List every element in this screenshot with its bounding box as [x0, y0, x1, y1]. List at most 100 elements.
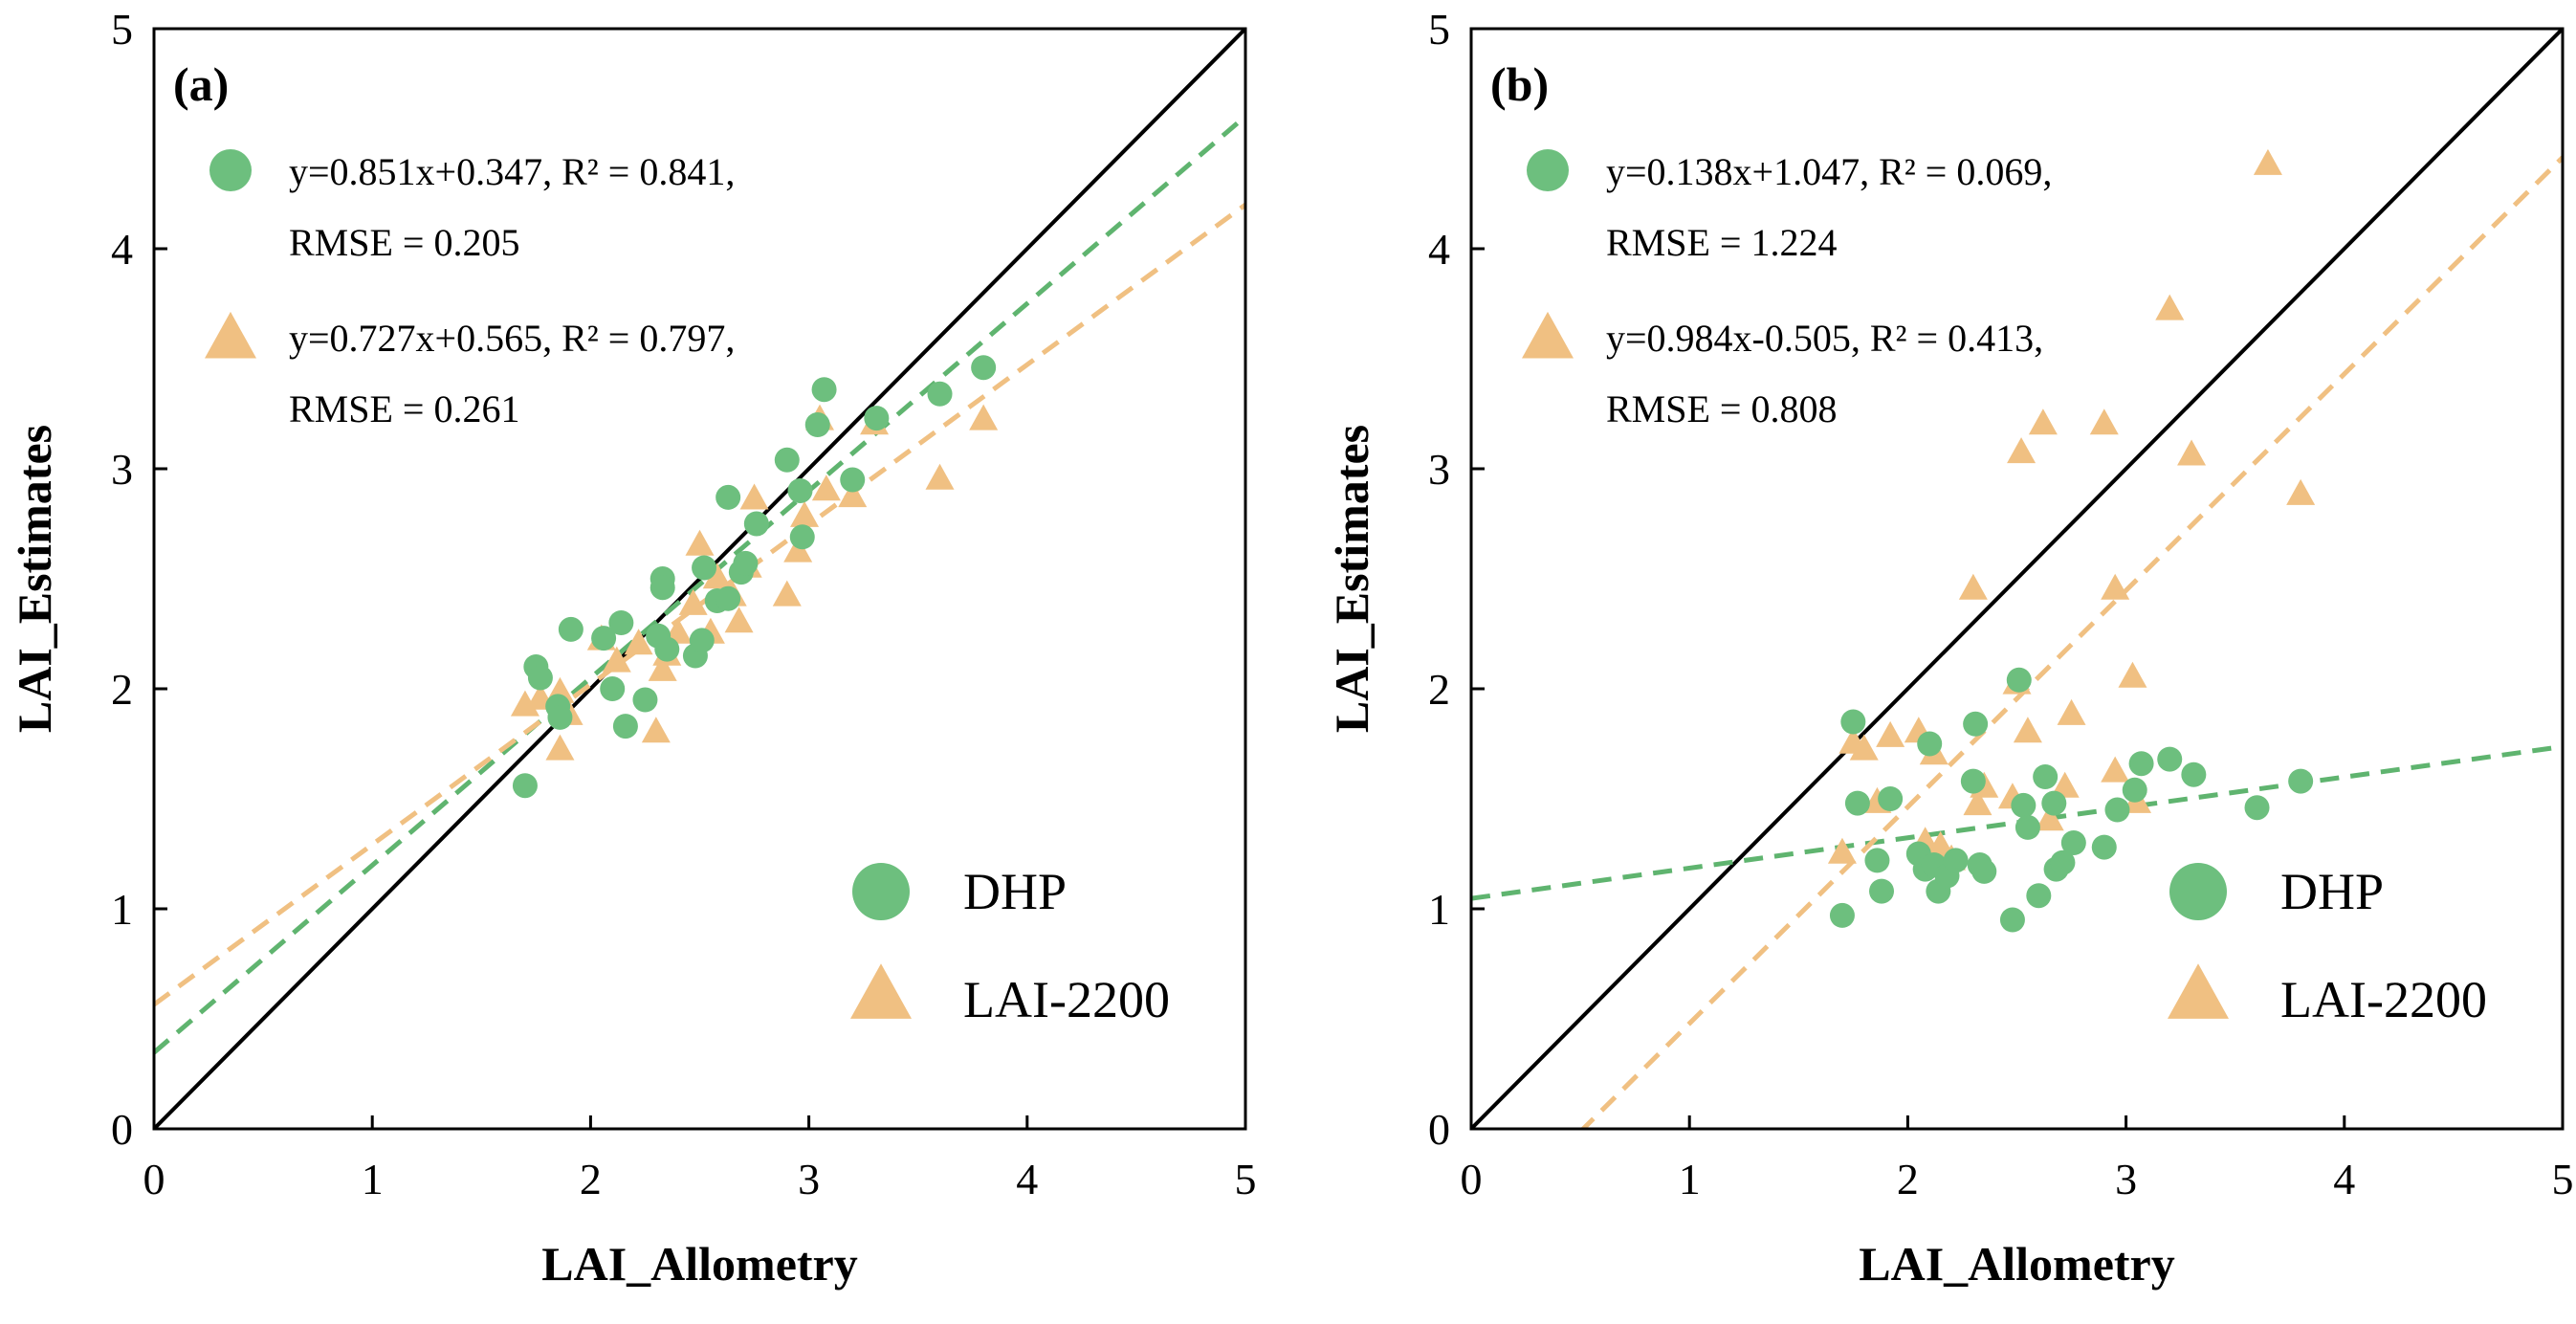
dhp-point [787, 478, 813, 503]
x-tick-label: 2 [1897, 1155, 1919, 1203]
dhp-point [512, 773, 538, 799]
dhp-point [1829, 902, 1855, 928]
x-tick-label: 4 [2333, 1155, 2355, 1203]
x-tick-label: 3 [2115, 1155, 2137, 1203]
x-tick-label: 1 [1679, 1155, 1701, 1203]
lai2200-point [2013, 717, 2042, 743]
dhp-point [774, 447, 800, 473]
dhp-point [2181, 761, 2207, 787]
lai2200-point [1827, 837, 1857, 864]
dhp-point [2033, 764, 2059, 789]
panel-label: (a) [173, 57, 229, 111]
one-to-one-line [1471, 29, 2563, 1129]
dhp-point [1971, 858, 1997, 884]
lai2200-rmse: RMSE = 0.808 [1606, 387, 1837, 430]
dhp-point [733, 550, 759, 576]
y-axis-title: LAI_Estimates [1325, 425, 1378, 733]
legend-dhp-label: DHP [2280, 863, 2384, 920]
dhp-point [1864, 848, 1890, 873]
lai2200-point [641, 717, 671, 743]
dhp-equation-marker [209, 149, 252, 191]
dhp-rmse: RMSE = 1.224 [1606, 221, 1837, 264]
dhp-point [2288, 768, 2314, 794]
dhp-point [804, 412, 830, 437]
lai2200-fit-line [1579, 155, 2563, 1129]
plot-frame [152, 27, 1247, 1131]
lai2200-point [790, 500, 820, 527]
lai2200-point [969, 404, 999, 430]
dhp-point [692, 555, 717, 581]
legend-lai2200-label: LAI-2200 [2280, 971, 2487, 1028]
dhp-point [2244, 795, 2270, 821]
panel-a: 0 1 2 3 4 5 0 1 2 3 4 5 LAI_Allometry LAI_Estimates (a… [8, 5, 1257, 1291]
dhp-point [789, 524, 815, 550]
lai2200-equation: y=0.984x-0.505, R² = 0.413, [1606, 317, 2043, 360]
dhp-point [2041, 790, 2067, 816]
lai2200-point [2007, 437, 2037, 464]
lai2200-point [2155, 294, 2185, 320]
dhp-point [527, 665, 553, 691]
lai2200-point [2035, 805, 2064, 831]
lai2200-point [783, 536, 813, 563]
dhp-point [1999, 907, 2025, 933]
y-tick-label: 5 [1428, 5, 1450, 54]
x-tick-label: 5 [1235, 1155, 1257, 1203]
dhp-point [1943, 848, 1969, 873]
lai2200-rmse: RMSE = 0.261 [289, 387, 519, 430]
y-tick-label: 1 [1428, 885, 1450, 934]
dhp-point [2060, 830, 2086, 855]
legend-dhp-marker [2169, 863, 2227, 920]
dhp-point [927, 381, 953, 407]
dhp-point [1844, 790, 1870, 816]
lai2200-equation-marker [1522, 311, 1574, 359]
lai2200-point [2253, 148, 2282, 175]
lai2200-point [1963, 789, 1993, 816]
y-tick-label: 3 [111, 445, 133, 494]
dhp-point [2015, 814, 2040, 840]
dhp-point [2157, 746, 2183, 772]
x-tick-label: 2 [580, 1155, 602, 1203]
dhp-point [1869, 878, 1895, 904]
lai2200-point [648, 654, 677, 681]
dhp-point [600, 676, 626, 701]
dhp-point [743, 511, 769, 537]
lai2200-point [663, 617, 693, 644]
y-tick-label: 4 [1428, 225, 1450, 274]
dhp-point [1878, 786, 1904, 811]
plot-area [154, 29, 1245, 1129]
dhp-point [1917, 731, 1943, 757]
dhp-rmse: RMSE = 0.205 [289, 221, 519, 264]
lai2200-point [925, 463, 955, 490]
dhp-point [2006, 667, 2032, 693]
lai2200-point [2101, 573, 2130, 600]
x-tick-label: 4 [1016, 1155, 1038, 1203]
legend-lai2200-label: LAI-2200 [963, 971, 1170, 1028]
dhp-fit-line [154, 114, 1245, 1055]
lai2200-point [1926, 830, 1955, 857]
y-tick-label: 0 [111, 1105, 133, 1154]
dhp-point [2122, 777, 2147, 803]
y-axis-title: LAI_Estimates [8, 425, 61, 733]
lai2200-point [602, 646, 631, 673]
lai2200-point [772, 580, 802, 607]
dhp-point [2091, 834, 2117, 860]
dhp-point [2011, 792, 2037, 818]
lai2200-point [811, 474, 841, 501]
lai2200-point [2286, 478, 2316, 505]
lai2200-equation-marker [205, 311, 256, 359]
lai2200-point [1958, 573, 1988, 600]
lai2200-point [2050, 771, 2080, 798]
dhp-point [811, 377, 837, 403]
dhp-point [547, 704, 573, 730]
lai2200-point [2177, 439, 2207, 466]
y-tick-label: 5 [111, 5, 133, 54]
legend: DHP LAI-2200 [2168, 863, 2487, 1028]
y-tick-label: 2 [111, 665, 133, 714]
lai2200-point [2118, 661, 2147, 688]
x-tick-label: 0 [143, 1155, 165, 1203]
panel-label: (b) [1490, 57, 1549, 111]
dhp-point [2104, 797, 2130, 823]
lai2200-point [2101, 756, 2130, 783]
lai2200-point [685, 529, 715, 556]
